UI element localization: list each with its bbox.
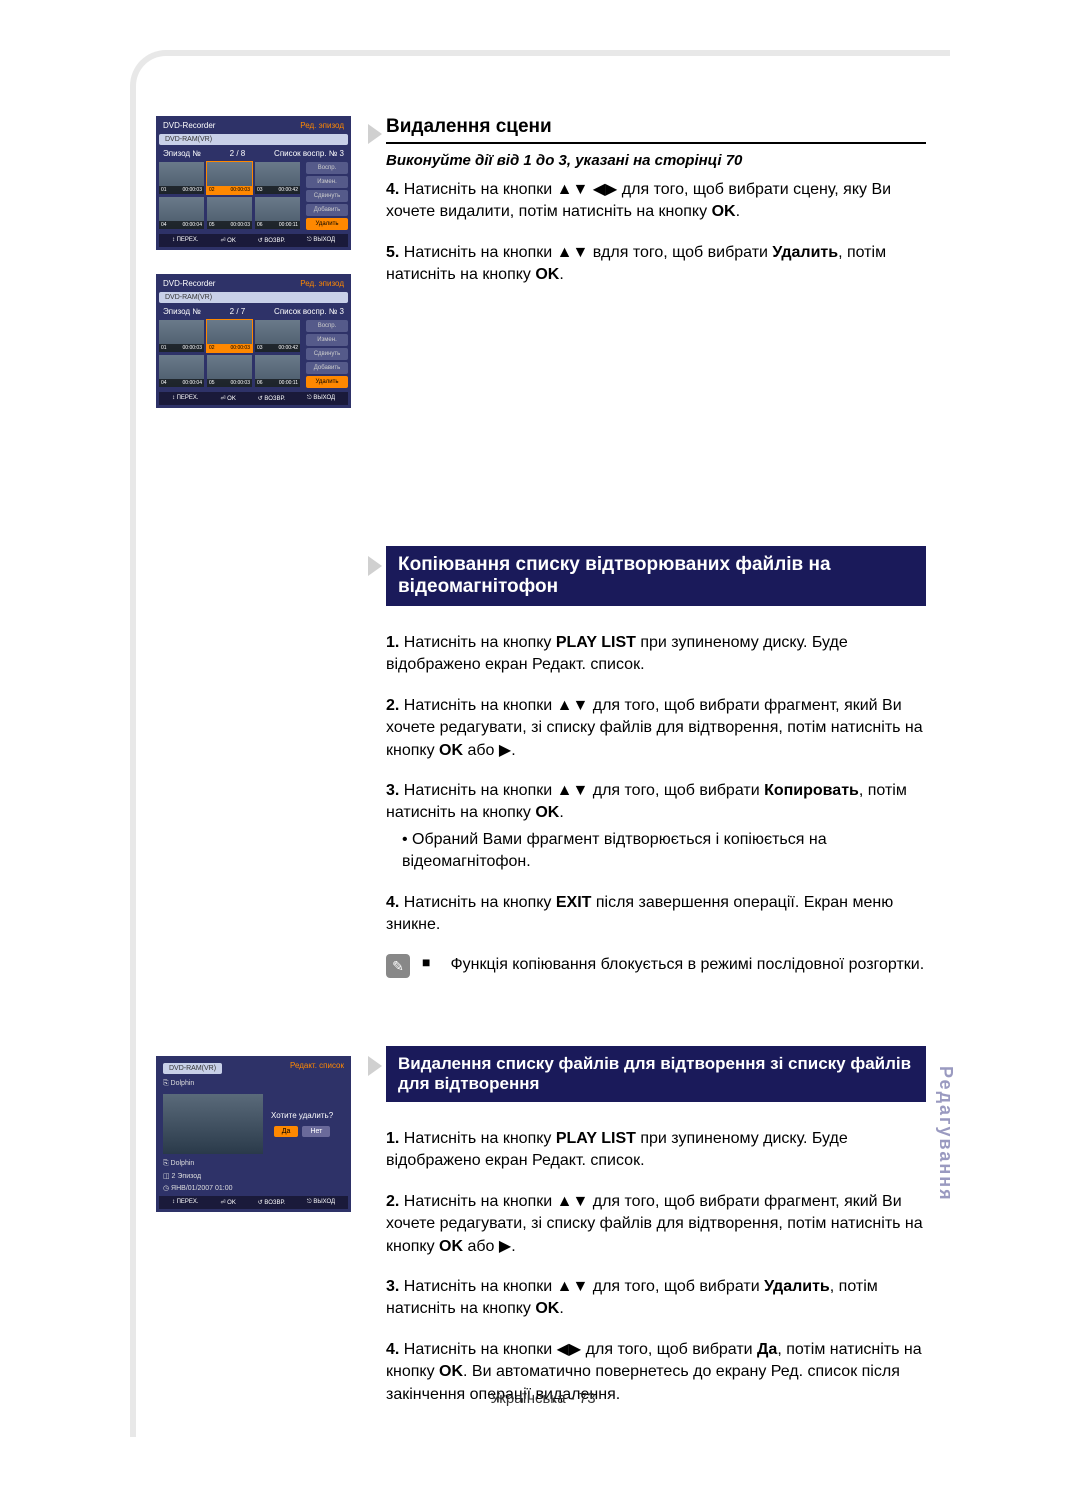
section2-step1: 1. Натисніть на кнопку PLAY LIST при зуп…	[386, 632, 926, 677]
screenshot-edit-episode-2: DVD-Recorder Ред. эпизод DVD-RAM(VR) Эпи…	[156, 274, 351, 408]
thumb: 0500:00:03	[207, 197, 252, 229]
section1-title: Видалення сцени	[386, 116, 926, 144]
thumb: 0300:00:42	[255, 162, 300, 194]
mini-btn: Измен.	[306, 334, 348, 346]
arrow-icon	[368, 124, 382, 144]
mini-btn: Сдвинуть	[306, 190, 348, 202]
screenshot-delete-playlist: DVD-RAM(VR) Редакт. список ⎘ Dolphin Хот…	[156, 1056, 351, 1212]
section2-step4: 4. Натисніть на кнопку EXIT після заверш…	[386, 892, 926, 937]
section3-step1: 1. Натисніть на кнопку PLAY LIST при зуп…	[386, 1128, 926, 1173]
section3-step3: 3. Натисніть на кнопки ▲▼ для того, щоб …	[386, 1276, 926, 1321]
thumb: 0200:00:03	[207, 320, 252, 352]
mini1-row-l: Эпизод №	[163, 149, 201, 158]
note-icon: ✎	[386, 954, 410, 978]
mini1-row-r: Список воспр. № 3	[274, 149, 344, 158]
thumb: 0100:00:03	[159, 320, 204, 352]
mini-btn: Удалить	[306, 218, 348, 230]
mini2-sub: DVD-RAM(VR)	[159, 292, 348, 303]
mini1-hdr-r: Ред. эпизод	[300, 121, 344, 130]
section2-title: Копіювання списку відтворюваних файлів н…	[386, 546, 926, 606]
thumb: 0500:00:03	[207, 355, 252, 387]
section1-italic: Виконуйте дії від 1 до 3, указані на сто…	[386, 152, 926, 169]
mini-btn: Удалить	[306, 376, 348, 388]
section3-title: Видалення списку файлів для відтворення …	[386, 1046, 926, 1102]
mini-btn: Измен.	[306, 176, 348, 188]
section3-step2: 2. Натисніть на кнопки ▲▼ для того, щоб …	[386, 1191, 926, 1258]
dialog-no: Нет	[302, 1126, 330, 1137]
section2-step3: 3. Натисніть на кнопки ▲▼ для того, щоб …	[386, 780, 926, 874]
thumb: 0600:00:11	[255, 197, 300, 229]
page-footer: Українська - 73	[136, 1390, 950, 1407]
thumb: 0600:00:11	[255, 355, 300, 387]
section2-note: ✎ ■ Функція копіювання блокується в режи…	[386, 954, 926, 978]
arrow-icon	[368, 1056, 382, 1076]
mini-btn: Воспр.	[306, 320, 348, 332]
thumb: 0200:00:03	[207, 162, 252, 194]
thumb: 0400:00:04	[159, 355, 204, 387]
section1-step4: 4. Натисніть на кнопки ▲▼ ◀▶ для того, щ…	[386, 179, 926, 224]
thumb: 0100:00:03	[159, 162, 204, 194]
thumb: 0400:00:04	[159, 197, 204, 229]
arrow-icon	[368, 556, 382, 576]
preview-thumb	[163, 1094, 263, 1154]
side-tab: Редагування	[935, 1066, 956, 1202]
mini-btn: Добавить	[306, 362, 348, 374]
mini-btn: Сдвинуть	[306, 348, 348, 360]
mini2-hdr-r: Ред. эпизод	[300, 279, 344, 288]
mini2-hdr-l: DVD-Recorder	[163, 279, 215, 288]
section2-step2: 2. Натисніть на кнопки ▲▼ для того, щоб …	[386, 695, 926, 762]
mini-btn: Добавить	[306, 204, 348, 216]
mini1-row-m: 2 / 8	[230, 149, 246, 158]
dialog-yes: Да	[274, 1126, 299, 1137]
mini-btn: Воспр.	[306, 162, 348, 174]
screenshot-edit-episode-1: DVD-Recorder Ред. эпизод DVD-RAM(VR) Эпи…	[156, 116, 351, 250]
mini1-sub: DVD-RAM(VR)	[159, 134, 348, 145]
section1-step5: 5. Натисніть на кнопки ▲▼ вдля того, щоб…	[386, 242, 926, 287]
thumb: 0300:00:42	[255, 320, 300, 352]
mini1-hdr-l: DVD-Recorder	[163, 121, 215, 130]
